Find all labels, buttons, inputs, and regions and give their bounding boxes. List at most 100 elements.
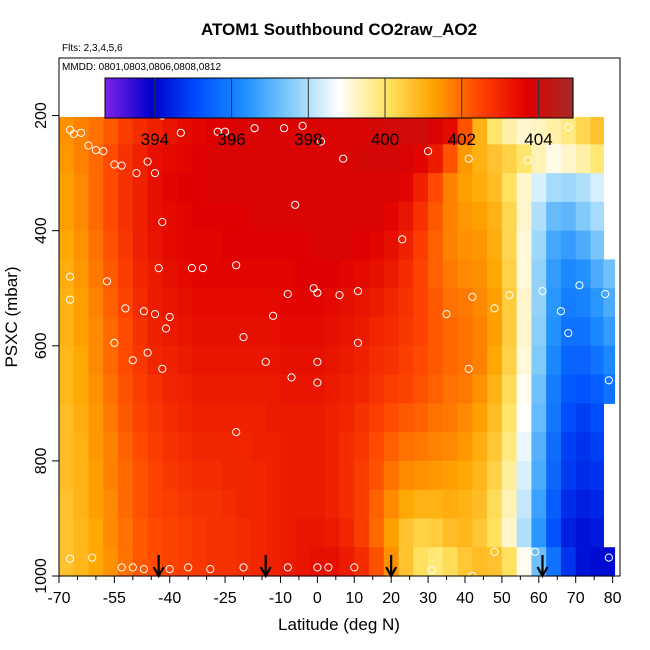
heatmap-cell — [487, 288, 503, 318]
colorbar-swatch — [302, 78, 306, 118]
heatmap-cell — [369, 547, 385, 577]
heatmap-cell — [413, 460, 429, 491]
sample-point — [313, 378, 322, 387]
heatmap-cell — [221, 432, 237, 462]
heatmap-cell — [442, 288, 459, 318]
heatmap-cell — [398, 374, 414, 404]
sample-point — [121, 304, 130, 313]
sample-point — [604, 553, 614, 562]
heatmap-cell — [73, 403, 90, 433]
colorbar-swatch — [526, 78, 530, 118]
heatmap-cell — [575, 116, 592, 145]
heatmap-cell — [546, 489, 562, 520]
heatmap-cell — [501, 288, 518, 318]
heatmap-cell — [516, 345, 533, 376]
sample-point — [150, 310, 160, 319]
sample-point — [161, 324, 171, 333]
heatmap-cell — [250, 460, 267, 491]
heatmap-cell — [560, 518, 577, 548]
heatmap-cell — [531, 201, 547, 232]
sample-point — [531, 547, 540, 556]
heatmap-cell — [398, 288, 414, 318]
heatmap-cell — [206, 230, 222, 261]
heatmap-cell — [531, 374, 547, 404]
heatmap-cell — [236, 201, 252, 232]
heatmap-cell — [369, 518, 385, 548]
heatmap-cell — [265, 489, 282, 520]
heatmap-cell — [383, 288, 400, 318]
colorbar-swatch — [352, 78, 356, 118]
heatmap-cell — [88, 116, 104, 145]
colorbar-swatch — [445, 78, 449, 118]
heatmap-cell — [546, 403, 562, 433]
heatmap-cell — [501, 144, 518, 174]
heatmap-cell — [103, 259, 119, 289]
heatmap-cell — [560, 317, 577, 347]
heatmap-cell — [280, 116, 296, 145]
heatmap-cell — [118, 403, 134, 433]
heatmap-cell — [162, 317, 178, 347]
heatmap-cell — [221, 374, 237, 404]
colorbar-swatch — [523, 78, 527, 118]
sample-point — [464, 154, 473, 163]
heatmap-cell — [73, 518, 90, 548]
colorbar-swatch — [500, 78, 504, 118]
heatmap-cell — [560, 259, 577, 289]
heatmap-cell — [162, 432, 178, 462]
sample-point — [132, 169, 141, 178]
sample-point — [538, 287, 547, 296]
heatmap-cell — [590, 374, 604, 404]
heatmap-cell — [501, 518, 518, 548]
heatmap-cell — [413, 547, 429, 577]
heatmap-cell — [265, 230, 282, 261]
colorbar-swatch — [476, 78, 480, 118]
heatmap-cell — [590, 547, 604, 577]
heatmap-cell — [339, 201, 355, 232]
heatmap-cell — [103, 403, 119, 433]
sample-point — [601, 289, 610, 299]
sample-point — [232, 428, 241, 437]
heatmap-cell — [546, 374, 562, 404]
heatmap-cell — [221, 201, 237, 232]
colorbar-swatch — [456, 78, 460, 118]
sample-point — [353, 338, 363, 347]
sample-point — [150, 169, 160, 178]
heatmap-cell — [516, 201, 533, 232]
heatmap-cell — [221, 403, 237, 433]
x-tick-label: 80 — [604, 590, 622, 607]
colorbar-swatch — [261, 78, 265, 118]
heatmap-cell — [590, 489, 604, 520]
heatmap-cell — [369, 288, 385, 318]
heatmap-cell — [428, 173, 444, 203]
colorbar-frame — [104, 77, 574, 119]
heatmap-cell — [73, 144, 90, 174]
heatmap-cell — [236, 288, 252, 318]
heatmap-cell — [472, 259, 488, 289]
heatmap-cell — [369, 173, 385, 203]
heatmap-cell — [383, 317, 400, 347]
heatmap-cell — [487, 201, 503, 232]
heatmap-cell — [118, 317, 134, 347]
heatmap-cell — [250, 489, 267, 520]
heatmap-cell — [487, 489, 503, 520]
heatmap-cell — [295, 259, 311, 289]
heatmap-cell — [147, 116, 163, 145]
x-tick-label: 40 — [456, 590, 474, 607]
sample-point — [128, 356, 137, 365]
colorbar-swatch — [567, 78, 571, 118]
heatmap-cell — [501, 403, 518, 433]
heatmap-cell — [442, 144, 459, 174]
heatmap-cell — [413, 345, 429, 376]
heatmap-cell — [162, 116, 178, 145]
heatmap-cell — [59, 403, 75, 433]
colorbar-swatch — [110, 78, 114, 118]
sample-point — [564, 329, 573, 338]
heatmap-cell — [516, 116, 533, 145]
heatmap-cell — [280, 403, 296, 433]
colorbar-swatch — [474, 78, 478, 118]
colorbar-swatch — [495, 78, 499, 118]
heatmap-cell — [487, 547, 503, 577]
colorbar-swatch — [235, 78, 239, 118]
colorbar-swatch — [185, 78, 189, 118]
